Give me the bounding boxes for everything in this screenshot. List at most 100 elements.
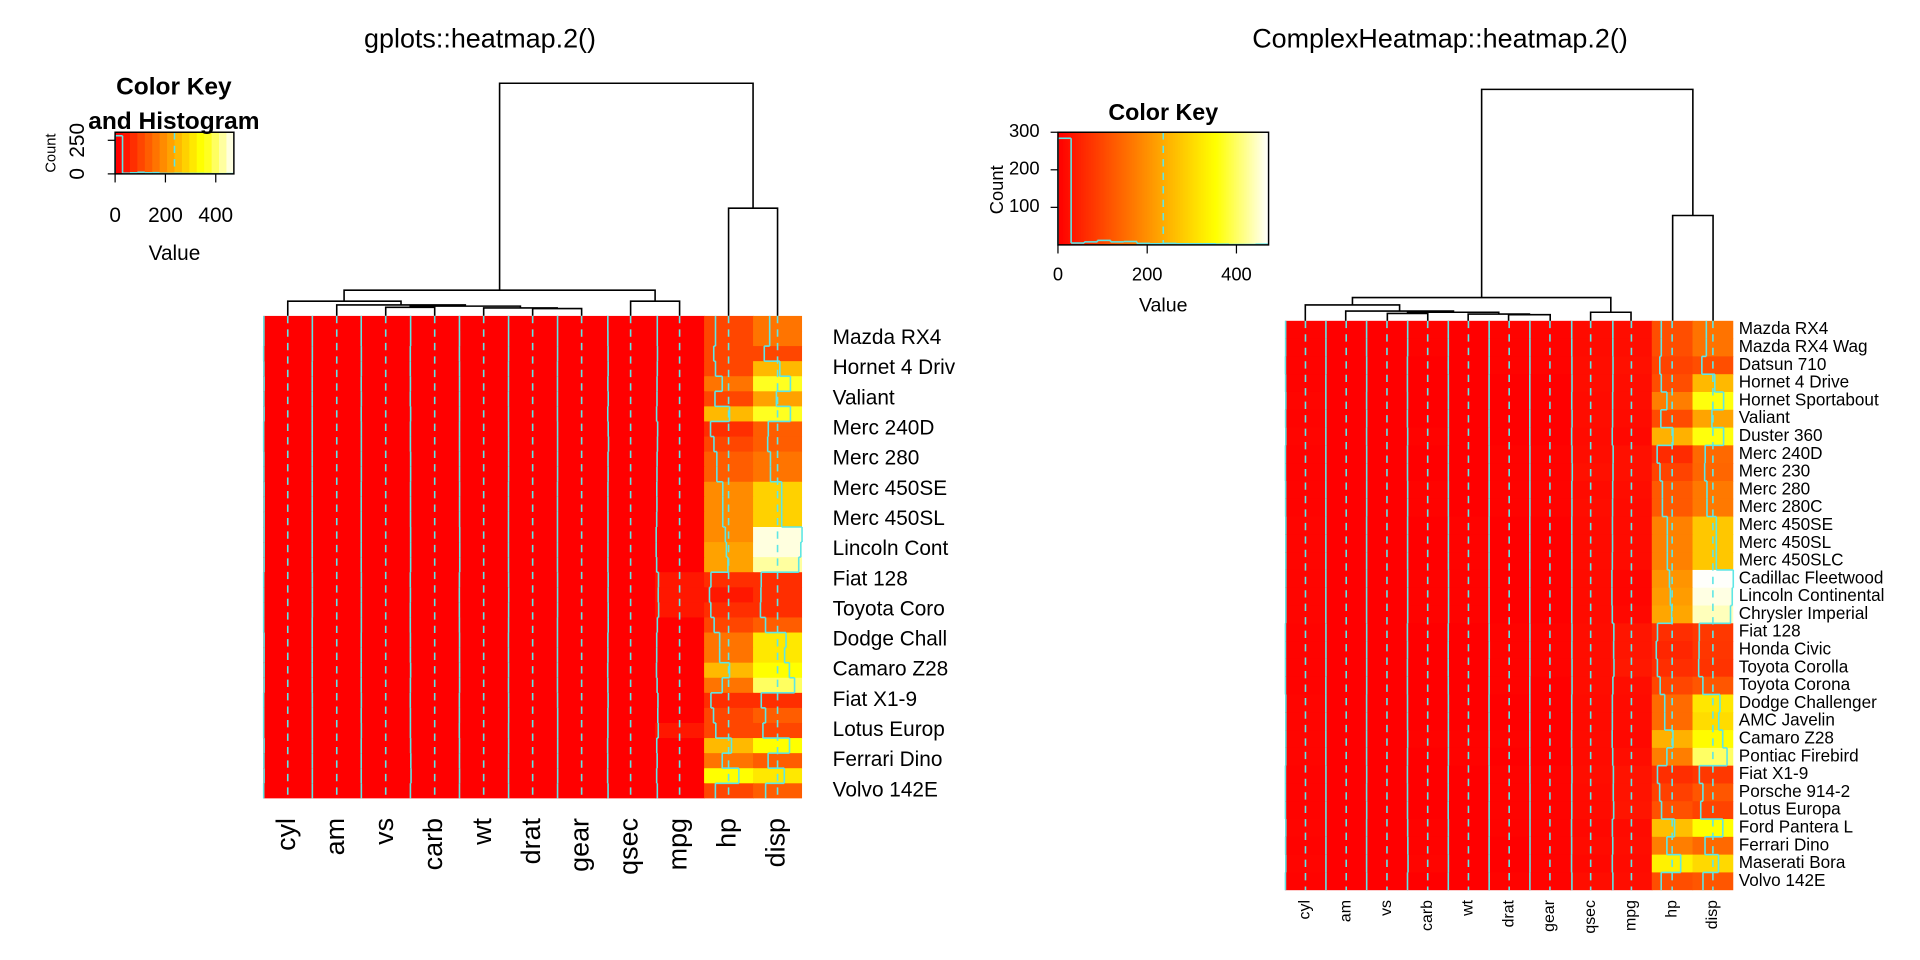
heatmap-cell [1570, 445, 1612, 464]
heatmap-cell [1570, 427, 1612, 446]
heatmap-cell [508, 722, 558, 739]
row-label: Mazda RX4 Wag [1739, 336, 1868, 356]
heatmap-cell [1529, 480, 1571, 500]
heatmap-cell [1651, 391, 1694, 411]
key-color [1141, 132, 1145, 245]
heatmap-cell [1285, 552, 1327, 571]
key-color [1192, 132, 1196, 245]
heatmap-cell [459, 481, 509, 498]
heatmap-cell [704, 617, 754, 634]
heatmap-cell [606, 481, 656, 498]
heatmap-cell [1407, 819, 1449, 838]
row-label: Fiat 128 [833, 567, 908, 590]
key-color [1245, 132, 1248, 245]
heatmap-cell [508, 587, 558, 603]
heatmap-cell [1448, 765, 1490, 785]
heatmap-cell [508, 466, 558, 483]
key-color [1130, 132, 1133, 245]
heatmap-cell [704, 361, 754, 377]
heatmap-cell [1448, 872, 1490, 891]
heatmap-cell [753, 451, 803, 468]
heatmap-cell [1611, 765, 1653, 785]
heatmap-cell [1611, 872, 1653, 891]
key-frame [1057, 131, 1270, 246]
key-color [1189, 132, 1192, 245]
row-label: Porsche 914-2 [1739, 781, 1850, 801]
key-color [1174, 132, 1177, 245]
heatmap-cell [1692, 836, 1734, 856]
key-color [1179, 132, 1182, 245]
heatmap-cell [1325, 480, 1368, 500]
heatmap-cell [1651, 445, 1694, 464]
key-color [1127, 132, 1130, 245]
key-color [1076, 132, 1079, 245]
heatmap-cell [1570, 374, 1612, 393]
key-color [1169, 132, 1172, 245]
heatmap-cell [263, 692, 313, 709]
heatmap-cell [1692, 712, 1734, 731]
key-color [1151, 132, 1154, 245]
column-label: carb [418, 818, 448, 870]
key-color [1220, 132, 1223, 245]
key-color [1187, 132, 1191, 245]
heatmap-cell [410, 617, 460, 634]
key-color [1061, 132, 1064, 245]
heatmap-cell [459, 602, 509, 619]
heatmap-cell [1611, 427, 1653, 446]
heatmap-cell [1611, 658, 1653, 678]
key-x-tick-label: 400 [1221, 263, 1252, 284]
heatmap-cell [1651, 374, 1694, 393]
heatmap-panel: ComplexHeatmap::heatmap.2()cyl am vs carb wt… [986, 24, 1885, 934]
key-color [122, 132, 131, 174]
heatmap-cell [606, 587, 656, 603]
heatmap-cell [263, 481, 313, 498]
heatmap-cell [704, 481, 754, 498]
heatmap-cell [508, 330, 558, 347]
heatmap-cell [1488, 374, 1531, 393]
heatmap-cell [557, 572, 607, 588]
column-label: cyl [271, 818, 301, 851]
key-color [1104, 132, 1107, 245]
key-y-tick-label: 100 [1009, 195, 1040, 216]
key-color [1222, 132, 1225, 245]
key-color [1252, 132, 1255, 245]
heatmap-cell [508, 481, 558, 498]
heatmap-cell [557, 361, 607, 377]
heatmap-cell [1611, 445, 1653, 464]
key-y-tick-label: 200 [1009, 158, 1040, 179]
heatmap-cell [1366, 605, 1408, 624]
heatmap-cell [410, 315, 460, 332]
key-color [1085, 132, 1089, 245]
heatmap-cell [1570, 480, 1612, 500]
key-color [1261, 132, 1265, 245]
heatmap-cell [1651, 605, 1694, 624]
key-color [1204, 132, 1207, 245]
key-color [167, 132, 175, 174]
heatmap-cell [1692, 320, 1734, 340]
heatmap-cell [410, 466, 460, 483]
heatmap-cell [704, 315, 754, 332]
row-label: Ferrari Dino [1739, 834, 1829, 854]
key-color [1214, 132, 1217, 245]
key-color [1257, 132, 1260, 245]
heatmap-cell [655, 692, 705, 709]
heatmap-cell [1651, 836, 1694, 856]
key-color [1117, 132, 1120, 245]
heatmap-cell [263, 315, 313, 332]
heatmap-cell [410, 361, 460, 377]
heatmap-cell [263, 738, 313, 754]
heatmap-cell [410, 451, 460, 468]
key-title: Color Key [1108, 99, 1218, 125]
heatmap-cell [361, 617, 411, 634]
heatmap-cell [1366, 819, 1408, 838]
column-label: mpg [663, 818, 693, 870]
key-color [1229, 132, 1232, 245]
heatmap-cell [704, 330, 754, 347]
key-color [1230, 132, 1233, 245]
column-label: vs [369, 818, 399, 845]
heatmap-cell [1285, 872, 1327, 891]
key-color [1118, 132, 1121, 245]
heatmap-cell [1488, 712, 1531, 731]
